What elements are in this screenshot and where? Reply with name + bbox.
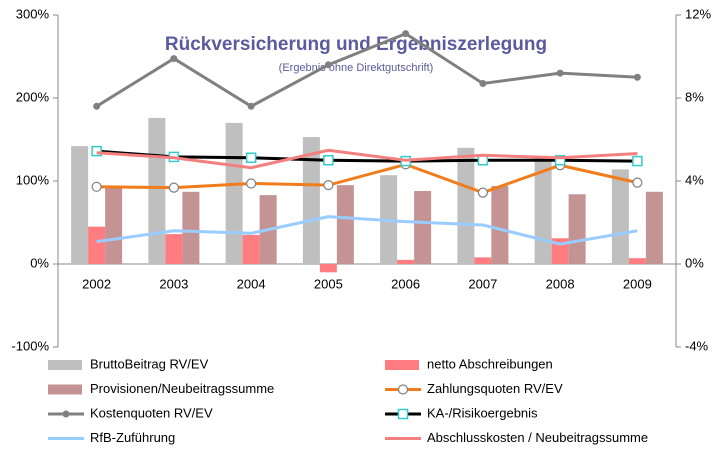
point: [170, 55, 178, 63]
bar: [645, 191, 663, 264]
point: [477, 155, 489, 166]
bar: [491, 185, 509, 264]
legend-swatch: [48, 384, 82, 395]
bar: [105, 186, 123, 264]
y-tick-label: -100%: [11, 338, 49, 353]
y-tick-label: 0%: [30, 255, 49, 270]
bar: [628, 258, 646, 264]
bar: [242, 234, 260, 264]
bar: [71, 146, 89, 264]
bar: [88, 226, 106, 264]
point: [633, 73, 641, 81]
y-tick-label: 100%: [16, 172, 50, 187]
line: [96, 215, 638, 246]
line: [96, 148, 638, 170]
legend-label: RfB-Zuführung: [90, 430, 175, 445]
bar: [474, 257, 492, 264]
x-tick-label: 2004: [237, 276, 266, 291]
bar: [319, 264, 337, 273]
line: [95, 31, 638, 109]
bar: [336, 185, 354, 264]
legend-label: Zahlungsquoten RV/EV: [427, 381, 563, 396]
point: [91, 181, 102, 192]
legend-swatch: [48, 360, 82, 370]
legend-label: Kostenquoten RV/EV: [90, 405, 213, 420]
x-tick-label: 2007: [468, 276, 497, 291]
bar: [302, 137, 320, 264]
bar: [225, 122, 243, 265]
legend-label: BruttoBeitrag RV/EV: [90, 356, 209, 371]
legend-label: KA-/Risikoergebnis: [427, 405, 538, 420]
point: [556, 69, 564, 77]
x-tick-label: 2003: [159, 276, 188, 291]
y-tick-label: 300%: [16, 6, 50, 21]
legend-label: netto Abschreibungen: [427, 356, 553, 371]
y2-tick-label: 12%: [685, 6, 711, 21]
x-tick-label: 2005: [314, 276, 343, 291]
y2-tick-label: 8%: [685, 89, 704, 104]
point: [246, 178, 257, 189]
line: [96, 149, 638, 163]
bar: [611, 169, 629, 264]
x-tick-label: 2006: [391, 276, 420, 291]
point: [479, 79, 487, 87]
bar: [182, 191, 200, 264]
legend-marker: [397, 408, 409, 420]
point: [402, 30, 410, 38]
x-tick-label: 2002: [82, 276, 111, 291]
point: [323, 180, 334, 191]
y-tick-label: 200%: [16, 89, 50, 104]
legend-swatch: [385, 360, 419, 370]
point: [632, 155, 643, 167]
x-tick-label: 2008: [546, 276, 575, 291]
point: [168, 182, 179, 193]
chart-title: Rückversicherung und Ergebniszerlegung: [165, 34, 547, 55]
point: [632, 177, 643, 188]
line: [96, 162, 638, 195]
legend-marker: [62, 410, 70, 418]
bar: [568, 194, 586, 264]
legend-label: Abschlusskosten / Neubeitragssumme: [427, 430, 648, 445]
legend-label: Provisionen/Neubeitragssumme: [90, 381, 274, 396]
point: [91, 145, 102, 157]
bar: [457, 147, 475, 264]
point: [477, 187, 488, 198]
y2-tick-label: 4%: [685, 172, 704, 187]
bar: [165, 234, 183, 264]
y2-tick-label: 0%: [685, 255, 704, 270]
point: [324, 61, 332, 69]
point: [247, 102, 255, 110]
point: [323, 155, 334, 166]
chart-subtitle: (Ergebnis ohne Direktgutschrift): [279, 62, 434, 74]
bar: [414, 190, 432, 264]
bar: [148, 117, 166, 264]
x-tick-label: 2009: [623, 276, 652, 291]
point: [93, 102, 101, 110]
point: [245, 152, 257, 164]
y2-tick-label: -4%: [685, 338, 709, 353]
legend-marker: [397, 384, 409, 395]
bar: [397, 259, 415, 264]
point: [554, 155, 566, 166]
